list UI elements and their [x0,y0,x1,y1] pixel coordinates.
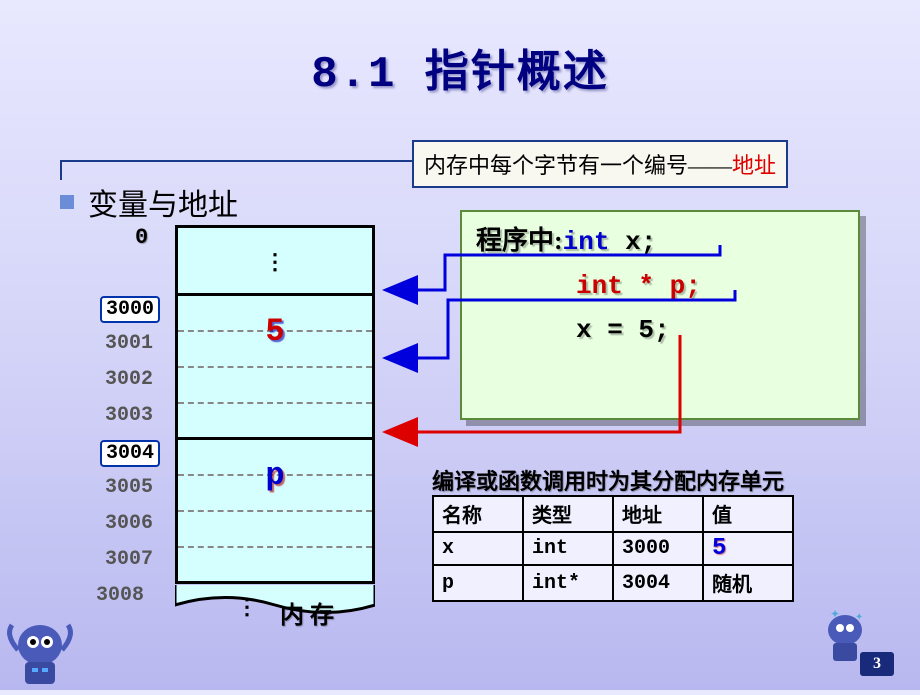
th-type: 类型 [523,496,613,532]
addr-3001: 3001 [105,332,153,355]
td-x-val: 5 [703,532,793,565]
svg-text:✦: ✦ [830,610,840,621]
addr-3008: 3008 [96,584,144,607]
td-p-name: p [433,565,523,601]
code-line-2: int * p; [476,271,844,301]
callout-connector-v [60,160,62,180]
vdots-bottom-icon: ⋮ [236,594,258,620]
addr-3007: 3007 [105,548,153,571]
memory-label: 内 存 [280,595,334,630]
callout-emph: 地址 [732,153,776,178]
addr-zero: 0 [135,225,148,250]
mascot-left-icon [0,620,80,690]
callout-text: 内存中每个字节有一个编号—— [424,153,732,178]
table-row: p int* 3004 随机 [433,565,793,601]
td-p-val: 随机 [703,565,793,601]
mem-row-top: ⋮ [178,228,372,296]
mem-value-p: p [178,458,372,494]
addr-3004: 3004 [100,440,160,467]
addr-3000: 3000 [100,296,160,323]
callout-connector-h [60,160,412,162]
mem-row-3007 [178,548,372,584]
code-line-1: 程序中:int x; [476,220,844,257]
code-kw-int: int [563,227,610,257]
mem-row-3005: p [178,476,372,512]
addr-3006: 3006 [105,512,153,535]
th-name: 名称 [433,496,523,532]
th-val: 值 [703,496,793,532]
svg-text:✦: ✦ [855,612,863,623]
td-x-name: x [433,532,523,565]
vdots-icon: ⋮ [264,249,286,274]
th-addr: 地址 [613,496,703,532]
addr-3002: 3002 [105,368,153,391]
slide-title: 8.1 指针概述 [0,0,920,100]
td-x-addr: 3000 [613,532,703,565]
code-box: 程序中:int x; int * p; x = 5; [460,210,860,420]
table-header-row: 名称 类型 地址 值 [433,496,793,532]
code-line-3: x = 5; [476,315,844,345]
mem-row-3002 [178,368,372,404]
td-p-type: int* [523,565,613,601]
callout-box: 内存中每个字节有一个编号——地址 [412,140,788,188]
mem-value-x: 5 [178,314,372,350]
mem-row-3001: 5 [178,332,372,368]
td-x-type: int [523,532,613,565]
code-prefix: 程序中: [476,226,563,255]
var-table: 名称 类型 地址 值 x int 3000 5 p int* 3004 随机 [432,495,794,602]
mem-row-3003 [178,404,372,440]
bullet-icon [60,195,74,209]
bullet-text: 变量与地址 [88,180,238,224]
mem-row-3006 [178,512,372,548]
table-row: x int 3000 5 [433,532,793,565]
addr-3005: 3005 [105,476,153,499]
table-caption: 编译或函数调用时为其分配内存单元 [432,464,784,496]
mem-tail [175,585,375,625]
memory-block: ⋮ 5 p [175,225,375,584]
td-p-addr: 3004 [613,565,703,601]
addr-3003: 3003 [105,404,153,427]
code-rest-1: x; [609,227,656,257]
bullet-item: 变量与地址 [60,180,238,224]
page-number: 3 [860,652,894,676]
